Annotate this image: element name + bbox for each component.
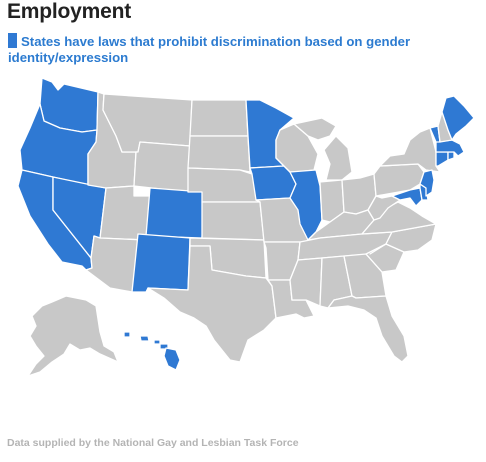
state-hi[interactable] [123, 331, 181, 371]
state-ct[interactable] [435, 151, 449, 167]
state-co[interactable] [145, 187, 205, 239]
state-ak[interactable] [27, 295, 119, 377]
state-nj[interactable] [419, 169, 435, 197]
state-fl[interactable] [327, 295, 409, 363]
state-mi[interactable] [293, 117, 353, 181]
state-wy[interactable] [133, 141, 191, 193]
state-me[interactable] [441, 95, 475, 141]
state-nm[interactable] [131, 233, 191, 293]
state-ri[interactable] [447, 151, 455, 161]
state-sd[interactable] [187, 135, 251, 173]
state-ks[interactable] [201, 201, 265, 241]
source-note: Data supplied by the National Gay and Le… [7, 437, 299, 449]
legend: States have laws that prohibit discrimin… [8, 33, 478, 66]
page-title: Employment [7, 0, 132, 23]
legend-swatch [8, 33, 17, 48]
state-nc[interactable] [369, 223, 437, 255]
state-ut[interactable] [99, 185, 151, 241]
state-nd[interactable] [189, 99, 249, 137]
state-ma[interactable] [435, 139, 465, 157]
state-ny[interactable] [379, 127, 441, 173]
state-md[interactable] [391, 187, 423, 207]
state-tx[interactable] [147, 245, 277, 363]
legend-text: States have laws that prohibit discrimin… [8, 34, 411, 65]
